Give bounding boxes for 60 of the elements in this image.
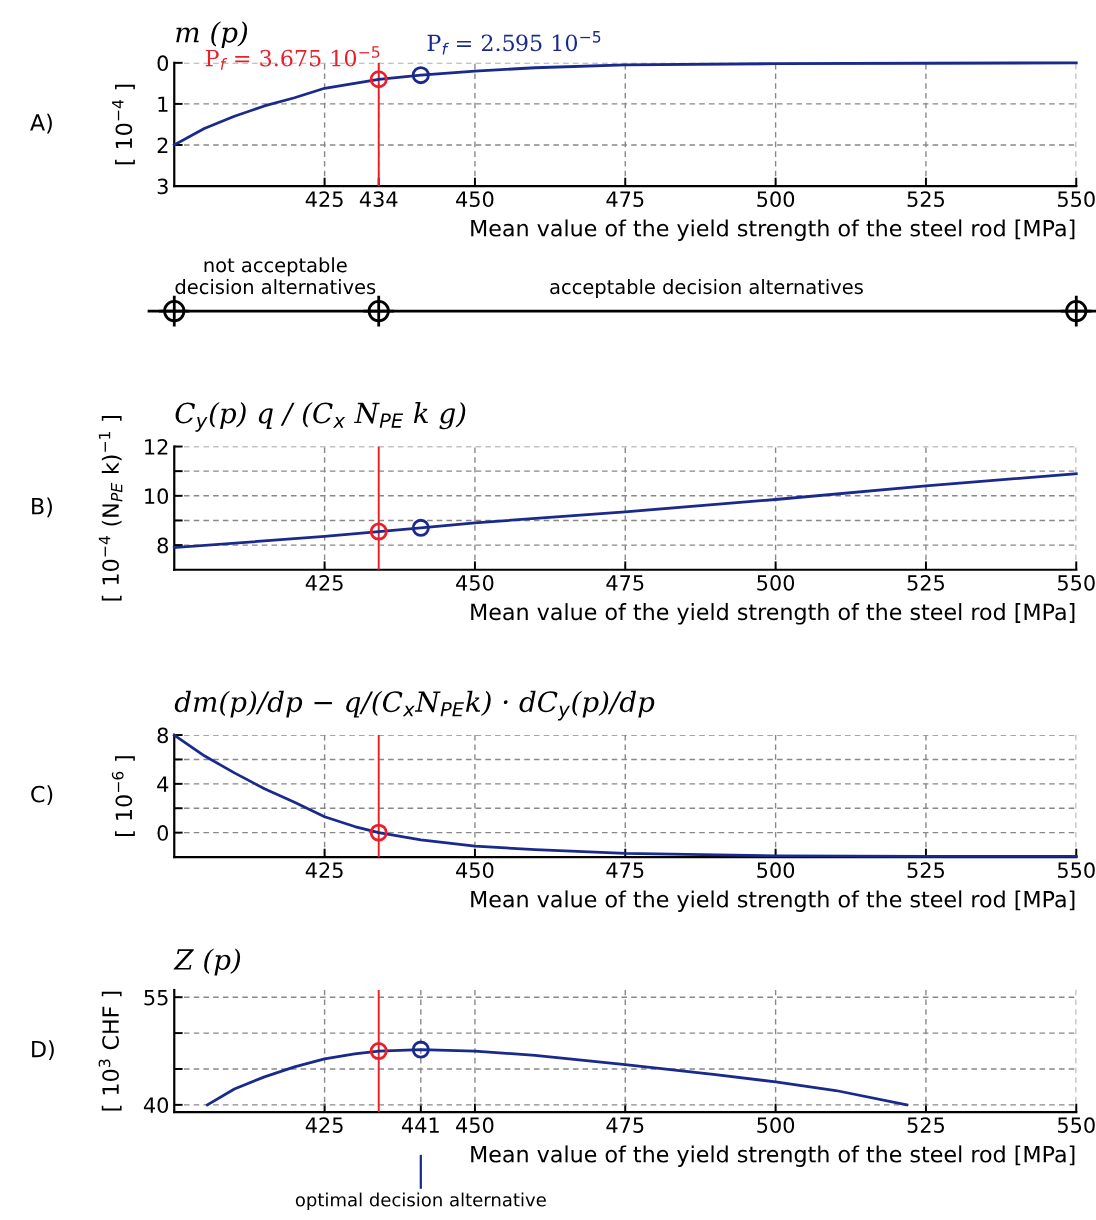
- x-tick-label: 525: [907, 1117, 944, 1134]
- x-axis-title: Mean value of the yield strength of the steel rod [MPa]: [471, 1145, 1075, 1167]
- y-tick-label: 2: [157, 137, 168, 153]
- y-tick-label: 0: [157, 825, 169, 841]
- x-tick-label: 525: [907, 862, 944, 879]
- line-series: [172, 472, 1078, 549]
- x-tick-label: 434: [359, 191, 398, 208]
- x-tick-label: 425: [305, 1117, 343, 1134]
- x-tick-label: 441: [401, 1117, 439, 1133]
- chart-title: dm(p)/dp − q/(C$_{x}$N$_{PE}$k) · dC$_{y}$(p)/dp: [174, 690, 655, 721]
- x-tick-label: 550: [1058, 574, 1095, 591]
- x-tick-label: 450: [456, 191, 494, 208]
- x-tick-label: 550: [1058, 862, 1095, 879]
- x-axis-title: Mean value of the yield strength of the steel rod [MPa]: [471, 219, 1075, 241]
- x-axis-title: Mean value of the yield strength of the steel rod [MPa]: [471, 603, 1075, 625]
- y-tick-label: 1: [158, 96, 168, 112]
- text: acceptable decision alternatives: [550, 279, 863, 298]
- line-series: [172, 733, 1078, 858]
- chart-title: Z (p): [173, 948, 241, 976]
- y-axis-title: [ 10$^{−6}$ ]: [111, 756, 135, 836]
- y-tick-label: 10: [145, 488, 169, 505]
- y-axis-title: [ 10$^{−4}$ ]: [112, 84, 135, 165]
- x-tick-label: 450: [456, 574, 494, 591]
- text: C): [31, 785, 53, 806]
- x-tick-label: 450: [456, 1117, 494, 1134]
- x-tick-label: 525: [907, 574, 944, 591]
- y-tick-label: 8: [157, 537, 168, 554]
- x-tick-label: 475: [606, 575, 644, 591]
- y-tick-label: 55: [144, 989, 168, 1006]
- text: optimal decision alternative: [295, 1192, 546, 1211]
- x-tick-label: 475: [606, 862, 644, 879]
- x-tick-label: 500: [757, 191, 795, 208]
- x-tick-label: 475: [606, 1117, 644, 1134]
- x-tick-label: 525: [907, 191, 944, 208]
- y-axis-title: [ 10$^{3}$ CHF ]: [98, 991, 122, 1111]
- y-axis-title: [ 10$^{−4}$ (N$_{PE}$ k)$^{−1}$ ]: [98, 416, 123, 601]
- y-tick-label: 4: [157, 776, 169, 792]
- x-tick-label: 500: [757, 1117, 795, 1134]
- text: A): [30, 113, 52, 134]
- text: D): [32, 1040, 54, 1061]
- y-tick-label: 12: [145, 438, 168, 455]
- x-tick-label: 550: [1058, 191, 1095, 208]
- x-tick-label: 475: [606, 191, 644, 208]
- x-tick-label: 500: [757, 574, 795, 591]
- chart-title: C$_{y}$(p) q / (C$_{x}$ N$_{PE}$ k g): [175, 402, 466, 432]
- x-axis-title: Mean value of the yield strength of the steel rod [MPa]: [471, 890, 1075, 912]
- text: B): [32, 497, 52, 518]
- text: not acceptable decision alternatives: [175, 257, 376, 295]
- x-tick-label: 500: [757, 862, 795, 879]
- chart-title: m (p): [176, 21, 248, 49]
- y-tick-label: 8: [157, 727, 168, 744]
- y-tick-label: 40: [143, 1097, 169, 1114]
- x-tick-label: 425: [305, 191, 343, 208]
- x-tick-label: 425: [305, 862, 343, 879]
- x-tick-label: 550: [1058, 1117, 1095, 1134]
- x-tick-label: 450: [456, 862, 494, 879]
- y-tick-label: 3: [157, 178, 168, 195]
- x-tick-label: 425: [305, 574, 343, 591]
- annotation: P$_{f}$ = 2.595 10$^{−5}$: [427, 31, 601, 55]
- y-tick-label: 0: [157, 55, 169, 72]
